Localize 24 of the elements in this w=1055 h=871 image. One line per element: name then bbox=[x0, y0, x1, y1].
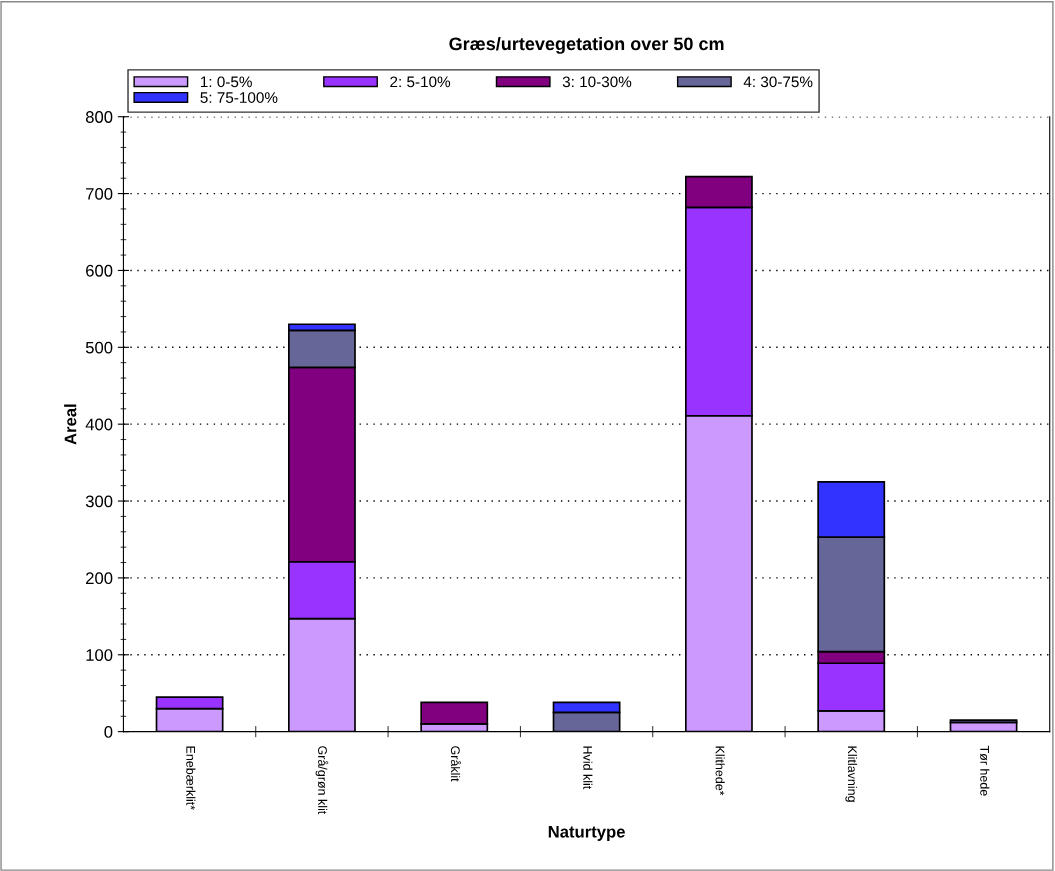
x-tick-label: Grå/grøn klit bbox=[315, 746, 329, 815]
x-tick-label: Klitlavning bbox=[845, 746, 858, 802]
y-tick-label: 200 bbox=[86, 572, 113, 585]
y-tick-label: 0 bbox=[104, 726, 113, 738]
y-tick-label: 100 bbox=[86, 649, 113, 661]
y-tick-label: 800 bbox=[85, 111, 113, 123]
chart-title: Græs/urtevegetation over 50 cm bbox=[449, 36, 724, 54]
y-axis-title: Areal bbox=[64, 404, 77, 445]
legend-label: 3: 10-30% bbox=[562, 76, 632, 88]
legend-label: 2: 5-10% bbox=[390, 76, 451, 88]
x-tick-label: Hvid klit bbox=[583, 746, 593, 790]
x-tick-label: Klithede* bbox=[715, 746, 725, 796]
y-tick-label: 600 bbox=[86, 264, 113, 277]
x-axis-title: Naturtype bbox=[548, 826, 625, 841]
y-tick-label: 500 bbox=[85, 341, 113, 354]
legend-label: 1: 0-5% bbox=[200, 76, 252, 88]
legend-label: 4: 30-75% bbox=[743, 76, 813, 88]
x-tick-label: Gråklit bbox=[450, 746, 462, 782]
y-tick-label: 400 bbox=[85, 418, 113, 431]
x-tick-label: Enebærklit* bbox=[186, 746, 196, 810]
y-tick-label: 300 bbox=[85, 495, 113, 508]
legend-label: 5: 75-100% bbox=[200, 92, 278, 103]
x-tick-label: Tør hede bbox=[980, 745, 990, 796]
y-tick-label: 700 bbox=[86, 187, 113, 200]
